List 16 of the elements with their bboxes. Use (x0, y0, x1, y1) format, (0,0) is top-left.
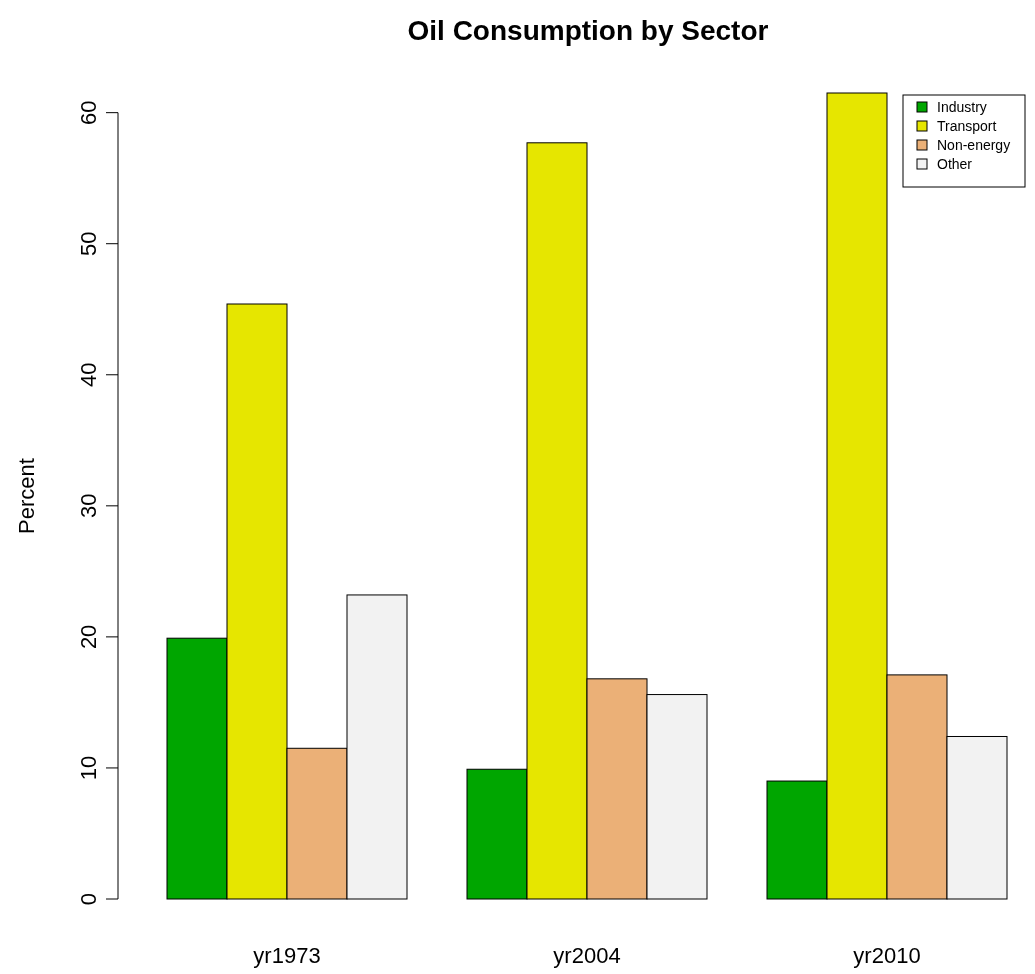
y-tick-label: 40 (76, 362, 101, 388)
x-tick-label: yr2010 (853, 943, 921, 968)
x-tick-label: yr1973 (253, 943, 321, 968)
y-tick-label: 30 (76, 493, 101, 519)
y-tick-label: 0 (76, 892, 101, 906)
y-tick-label: 10 (76, 755, 101, 781)
chart-title: Oil Consumption by Sector (407, 15, 769, 46)
y-tick-label: 20 (76, 624, 101, 650)
legend-label: Industry (937, 99, 987, 115)
y-axis-title: Percent (14, 458, 39, 534)
legend-label: Transport (937, 118, 997, 134)
y-tick-label: 60 (76, 100, 101, 125)
legend-label: Non-energy (937, 137, 1011, 153)
legend-label: Other (937, 156, 973, 172)
y-tick-label: 50 (76, 231, 101, 256)
x-tick-label: yr2004 (553, 943, 621, 968)
